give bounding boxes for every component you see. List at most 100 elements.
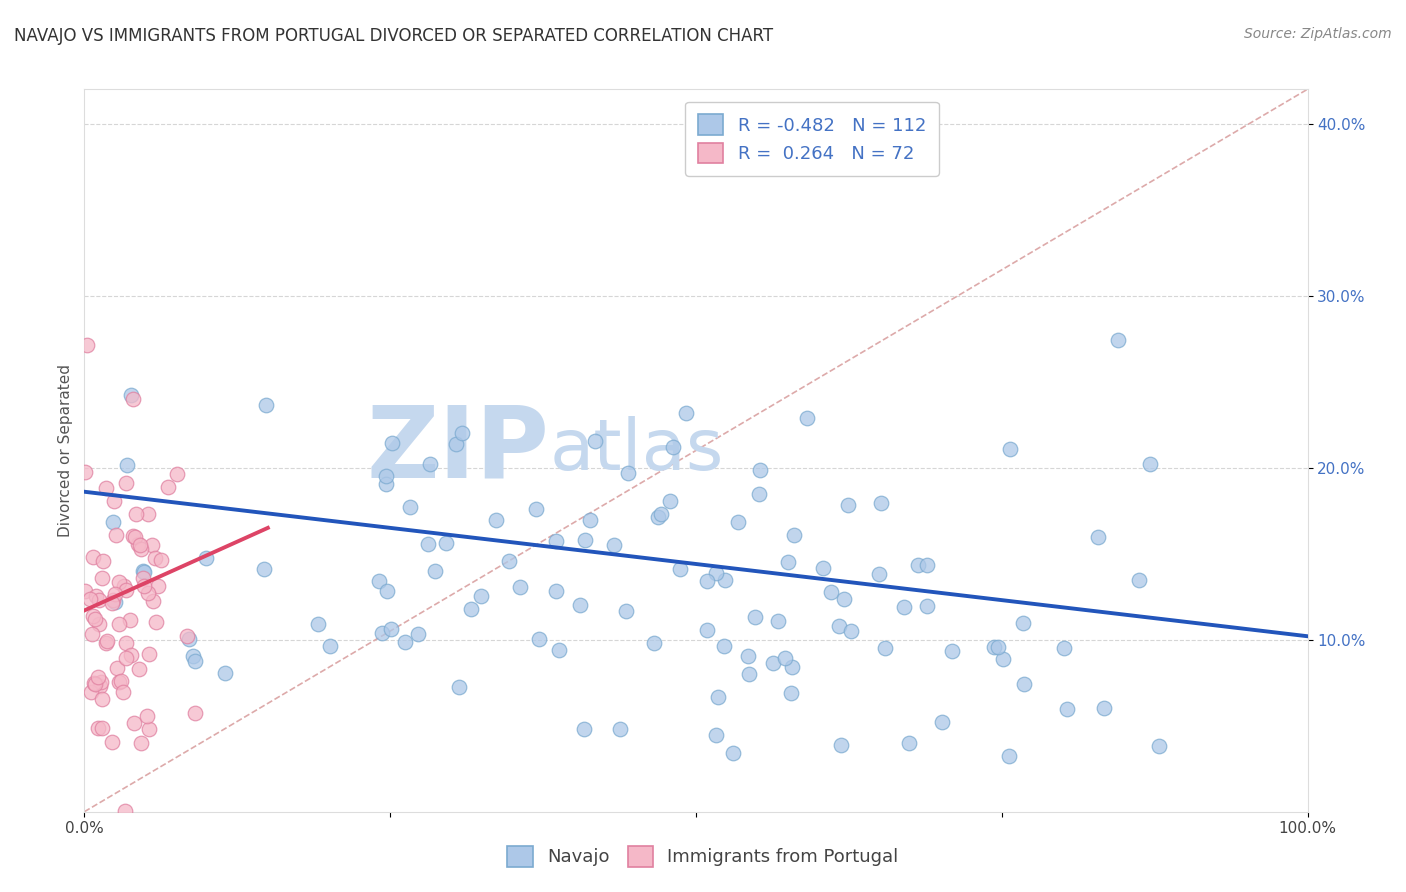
Point: [650, 507, 672, 521]
Point: [127, 537, 149, 551]
Point: [120, 648, 142, 663]
Point: [1087, 530, 1109, 544]
Point: [253, 562, 276, 576]
Point: [470, 590, 492, 604]
Point: [766, 614, 789, 628]
Point: [103, 515, 125, 529]
Point: [101, 734, 124, 748]
Point: [394, 635, 416, 649]
Point: [616, 466, 638, 480]
Point: [609, 722, 631, 736]
Point: [101, 592, 124, 607]
Point: [83, 676, 105, 690]
Point: [983, 640, 1005, 654]
Point: [125, 507, 148, 521]
Point: [419, 458, 441, 472]
Point: [544, 584, 567, 599]
Point: [425, 564, 447, 578]
Point: [773, 651, 796, 665]
Point: [1056, 702, 1078, 716]
Point: [832, 591, 855, 606]
Point: [446, 436, 468, 450]
Point: [181, 648, 204, 663]
Point: [122, 529, 145, 543]
Legend: Navajo, Immigrants from Portugal: Navajo, Immigrants from Portugal: [501, 838, 905, 874]
Point: [813, 561, 835, 575]
Point: [91, 691, 114, 706]
Point: [73, 583, 96, 598]
Point: [90, 674, 112, 689]
Point: [132, 565, 155, 579]
Point: [839, 624, 862, 639]
Point: [796, 410, 818, 425]
Point: [1053, 641, 1076, 656]
Y-axis label: Divorced or Separated: Divorced or Separated: [58, 364, 73, 537]
Point: [87, 670, 110, 684]
Point: [105, 527, 128, 541]
Point: [96, 634, 118, 648]
Point: [416, 537, 439, 551]
Point: [128, 662, 150, 676]
Point: [875, 640, 897, 655]
Point: [83, 612, 105, 626]
Point: [460, 601, 482, 615]
Point: [87, 721, 110, 735]
Point: [115, 582, 138, 597]
Point: [614, 605, 637, 619]
Point: [176, 629, 198, 643]
Point: [1147, 739, 1170, 753]
Point: [136, 586, 159, 600]
Text: atlas: atlas: [550, 416, 724, 485]
Point: [941, 643, 963, 657]
Point: [184, 706, 207, 721]
Point: [108, 675, 131, 690]
Point: [987, 640, 1010, 654]
Point: [762, 656, 785, 670]
Point: [103, 494, 125, 508]
Point: [868, 567, 890, 582]
Point: [574, 533, 596, 548]
Point: [184, 654, 207, 668]
Point: [917, 599, 939, 614]
Point: [129, 736, 152, 750]
Point: [748, 463, 770, 477]
Point: [179, 632, 201, 647]
Point: [82, 549, 104, 564]
Point: [998, 442, 1021, 457]
Point: [132, 564, 155, 578]
Text: Source: ZipAtlas.com: Source: ZipAtlas.com: [1244, 27, 1392, 41]
Point: [142, 593, 165, 607]
Point: [122, 716, 145, 731]
Point: [120, 388, 142, 402]
Point: [105, 661, 128, 675]
Point: [669, 562, 692, 576]
Point: [132, 579, 155, 593]
Point: [447, 681, 470, 695]
Point: [375, 468, 398, 483]
Point: [76, 338, 98, 352]
Point: [780, 660, 803, 674]
Point: [368, 574, 391, 589]
Point: [114, 804, 136, 818]
Point: [748, 486, 770, 500]
Point: [524, 502, 547, 516]
Point: [141, 538, 163, 552]
Point: [136, 709, 159, 723]
Point: [94, 636, 117, 650]
Point: [893, 599, 915, 614]
Point: [603, 538, 626, 552]
Point: [1012, 676, 1035, 690]
Point: [870, 496, 893, 510]
Point: [166, 467, 188, 481]
Point: [527, 632, 550, 646]
Point: [108, 575, 131, 590]
Point: [434, 535, 457, 549]
Text: ZIP: ZIP: [367, 402, 550, 499]
Point: [132, 571, 155, 585]
Point: [696, 623, 718, 637]
Point: [572, 722, 595, 736]
Point: [121, 392, 143, 407]
Point: [104, 595, 127, 609]
Point: [399, 500, 422, 515]
Point: [91, 571, 114, 585]
